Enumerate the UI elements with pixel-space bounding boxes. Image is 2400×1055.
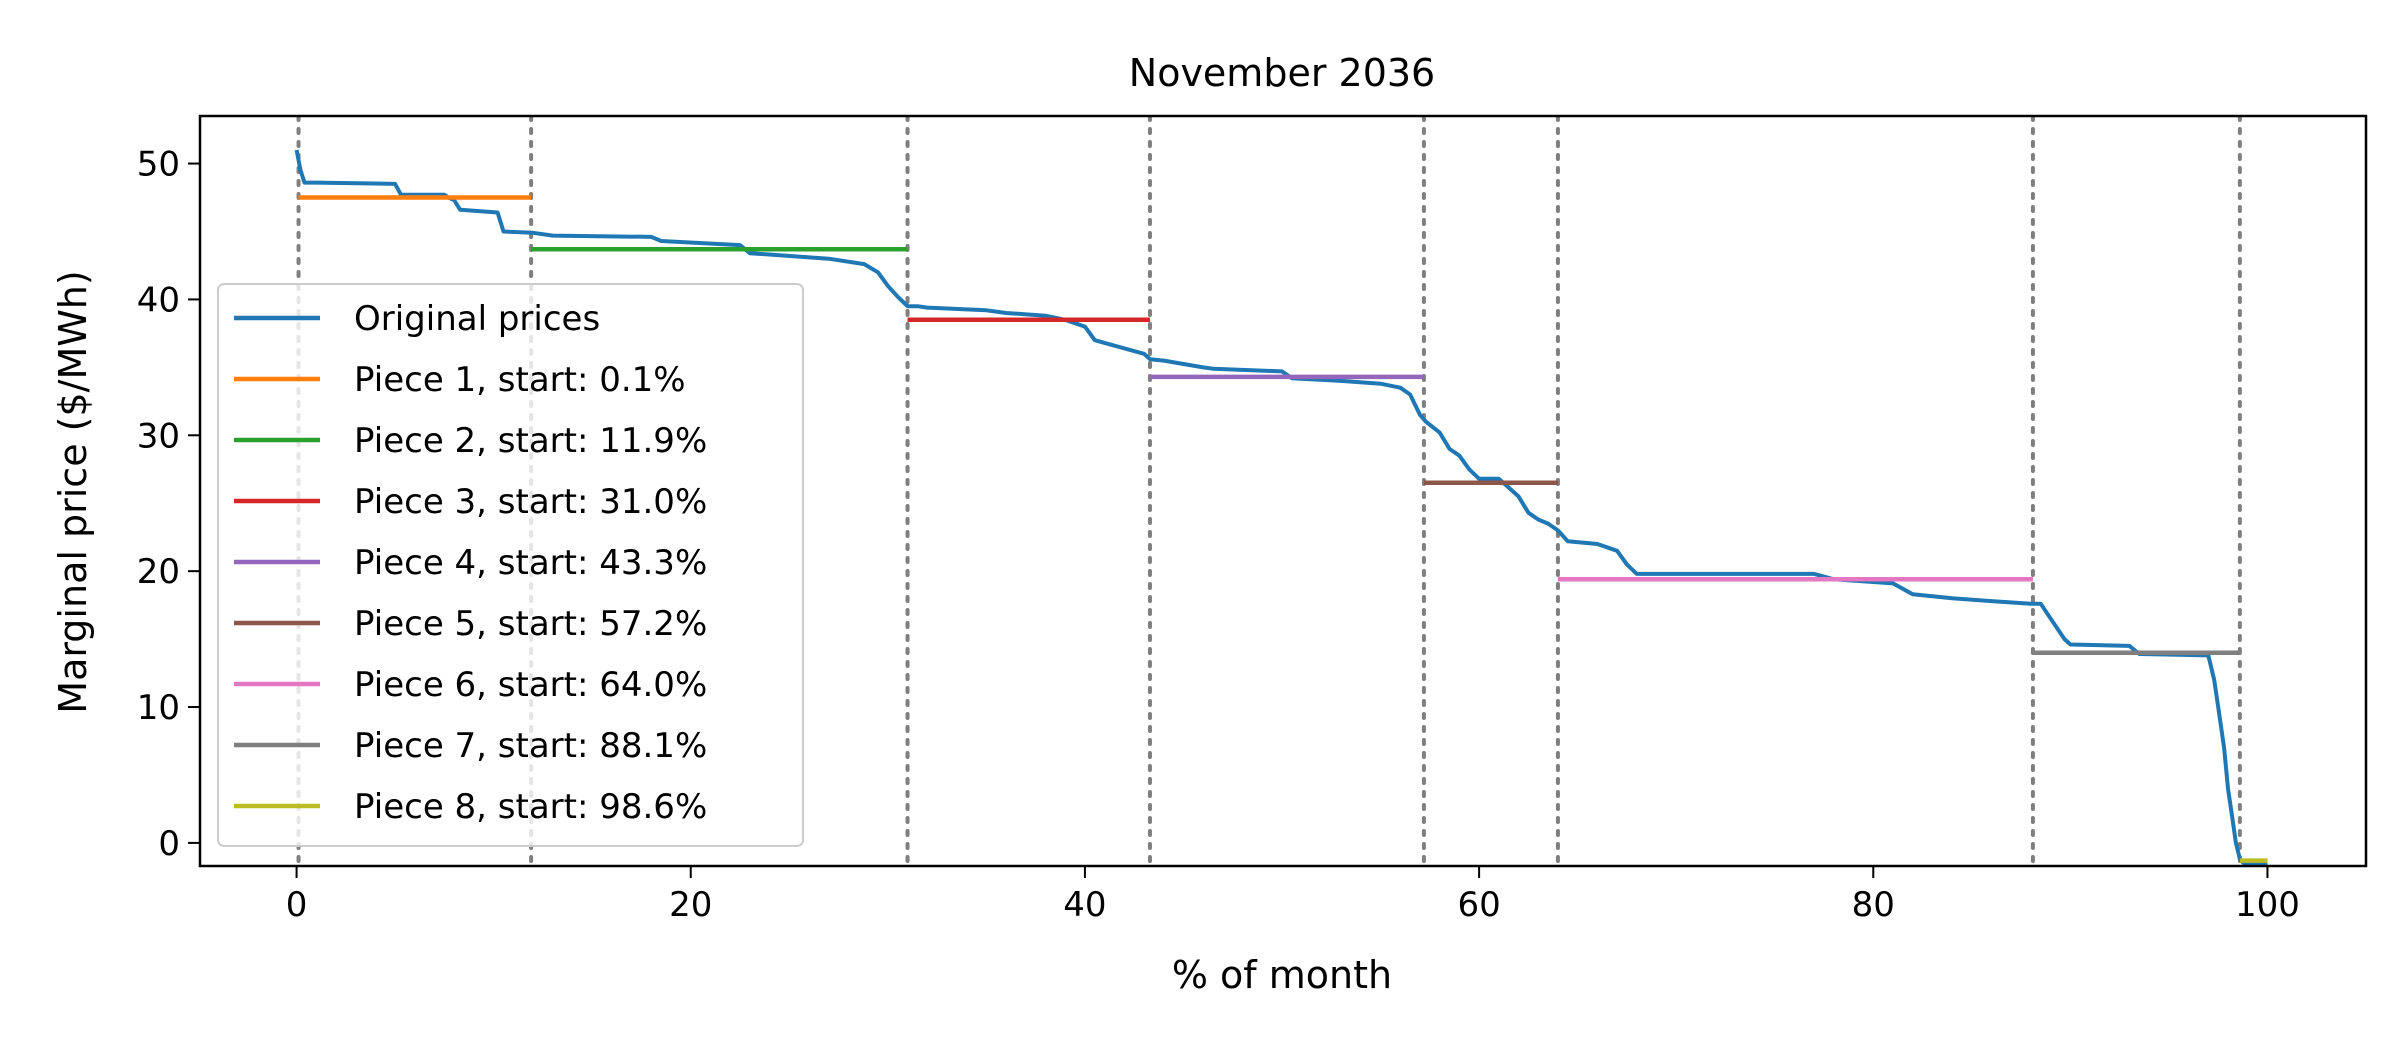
series-line-original-prices (294, 149, 2268, 866)
x-tick-label: 0 (286, 885, 308, 925)
legend-label: Piece 6, start: 64.0% (354, 665, 707, 705)
legend-label: Piece 2, start: 11.9% (354, 421, 707, 461)
y-tick-label: 30 (137, 416, 180, 456)
legend-label: Original prices (354, 299, 600, 339)
x-tick-label: 60 (1457, 885, 1500, 925)
plot-series-group (294, 116, 2268, 866)
legend-label: Piece 1, start: 0.1% (354, 360, 686, 400)
y-tick-label: 40 (137, 280, 180, 320)
legend-label: Piece 7, start: 88.1% (354, 726, 707, 766)
chart-title: November 2036 (1129, 51, 1435, 95)
x-tick-label: 100 (2235, 885, 2300, 925)
legend-box (217, 283, 804, 847)
y-tick-label: 10 (137, 688, 180, 728)
x-tick-label: 40 (1063, 885, 1106, 925)
x-tick-label: 80 (1852, 885, 1895, 925)
legend-label: Piece 5, start: 57.2% (354, 604, 707, 644)
x-tick-label: 20 (669, 885, 712, 925)
x-axis-label: % of month (1172, 953, 1392, 997)
y-tick-label: 50 (137, 145, 180, 185)
axes: 0 20 40 60 80 100 0 10 20 30 40 50 (137, 114, 2368, 925)
plot-area (294, 116, 2268, 866)
legend-label: Piece 8, start: 98.6% (354, 787, 707, 827)
y-tick-label: 20 (137, 552, 180, 592)
y-tick-label: 0 (158, 824, 180, 864)
legend-label: Piece 3, start: 31.0% (354, 482, 707, 522)
legend-label: Piece 4, start: 43.3% (354, 543, 707, 583)
legend: Original prices Piece 1, start: 0.1% Piece… (217, 283, 804, 847)
y-axis-label: Marginal price ($/MWh) (51, 270, 95, 713)
axes-frame (198, 114, 2368, 868)
